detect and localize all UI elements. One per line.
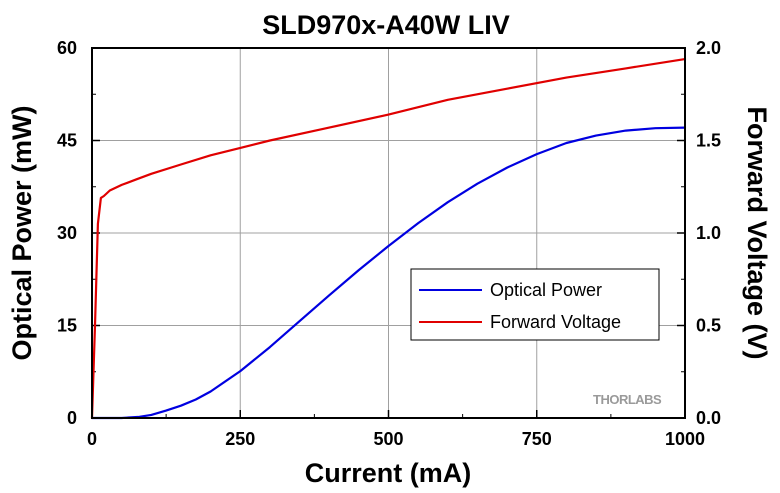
y2-tick-label: 1.0	[696, 223, 721, 243]
x-tick-label: 750	[522, 429, 552, 449]
x-tick-label: 250	[225, 429, 255, 449]
legend-label-optical-power: Optical Power	[490, 280, 602, 300]
series-line-optical-power	[90, 126, 687, 420]
y-tick-label: 45	[57, 131, 77, 151]
series-line-forward-voltage	[90, 57, 687, 420]
y-axis-label: Optical Power (mW)	[7, 105, 37, 360]
x-axis-label: Current (mA)	[305, 458, 472, 488]
y2-tick-label: 1.5	[696, 131, 721, 151]
plot-frame	[91, 47, 686, 419]
x-tick-label: 0	[87, 429, 97, 449]
y-tick-label: 0	[67, 408, 77, 428]
y2-tick-label: 0.5	[696, 316, 721, 336]
x-tick-label: 1000	[665, 429, 705, 449]
legend-box	[410, 268, 660, 341]
chart-title: SLD970x-A40W LIV	[262, 10, 510, 40]
grid-lines	[92, 48, 685, 418]
legend: Optical Power Forward Voltage	[410, 268, 660, 341]
y-tick-label: 30	[57, 223, 77, 243]
y-tick-label: 15	[57, 316, 77, 336]
data-series	[90, 57, 687, 420]
y2-tick-label: 2.0	[696, 38, 721, 58]
y2-axis-label: Forward Voltage (V)	[742, 106, 772, 359]
legend-label-forward-voltage: Forward Voltage	[490, 312, 621, 332]
y-tick-label: 60	[57, 38, 77, 58]
thorlabs-watermark: THORLABS	[593, 392, 662, 407]
y2-tick-label: 0.0	[696, 408, 721, 428]
x-tick-label: 500	[373, 429, 403, 449]
tick-labels: 0 250 500 750 1000 0 15 30 45 60 0.0 0.5 1.0 1.5 2.0	[57, 38, 721, 449]
